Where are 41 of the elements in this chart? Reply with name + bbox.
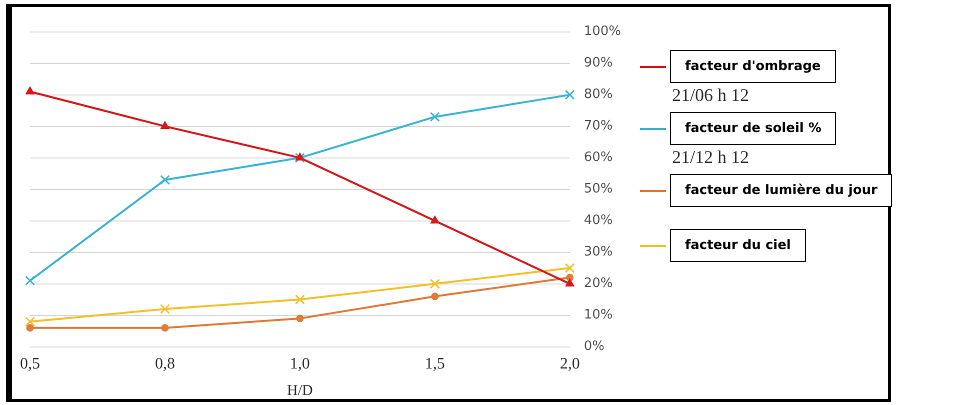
point [26,324,34,332]
x-tick-label: 1,5 [424,356,445,373]
point [26,86,34,94]
point [431,292,439,300]
point [430,216,440,224]
y-tick-label: 20% [584,276,613,292]
point [564,263,575,274]
point [430,278,440,289]
point [25,276,35,286]
point [566,279,574,287]
point [430,112,440,122]
legend-label: facteur d'ombrage [670,50,836,83]
legend-label: facteur du ciel [670,229,806,262]
y-tick-label: 60% [584,150,613,166]
point [160,304,170,314]
y-tick-label: 10% [584,308,613,323]
legend-label: facteur de soleil % [670,112,836,145]
point [564,90,575,100]
y-tick-label: 80% [584,87,613,102]
point [160,174,170,185]
point [161,324,169,332]
text: 21/06 h 12 [672,85,750,106]
y-tick-label: 50% [584,182,613,197]
point [160,122,170,130]
point [566,274,574,282]
text: 21/12 h 12 [672,147,750,168]
y-tick-label: 0% [584,339,604,354]
x-tick-label: 0,8 [154,356,175,373]
legend-label: facteur de lumière du jour [670,174,892,207]
y-tick-label: 40% [584,213,613,228]
point [294,294,305,305]
x-tick-label: 2,0 [560,356,580,373]
x-tick-label: 0,5 [20,356,40,373]
point [25,316,35,327]
x-axis-title: H/D [286,382,313,399]
y-tick-label: 30% [584,244,613,260]
y-tick-label: 70% [584,118,613,134]
y-tick-label: 100% [584,24,622,40]
point [296,314,304,322]
x-tick-label: 1,0 [290,356,310,373]
y-tick-label: 90% [584,56,613,71]
